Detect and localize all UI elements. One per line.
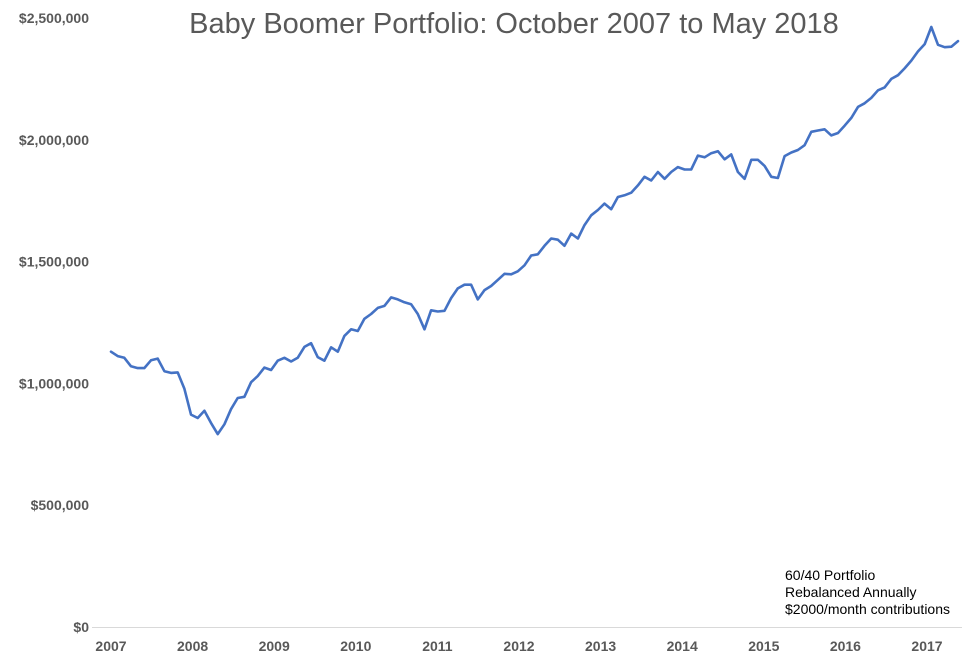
x-tick-label: 2017: [911, 638, 942, 654]
y-tick-label: $500,000: [31, 497, 90, 513]
x-tick-label: 2011: [422, 638, 453, 654]
y-tick-label: $0: [73, 619, 89, 635]
annotation-line-3: $2000/month contributions: [785, 601, 950, 617]
x-tick-label: 2007: [95, 638, 126, 654]
x-tick-label: 2009: [259, 638, 290, 654]
y-tick-label: $1,500,000: [19, 254, 89, 270]
x-tick-label: 2014: [667, 638, 698, 654]
x-tick-label: 2015: [748, 638, 779, 654]
x-tick-label: 2016: [830, 638, 861, 654]
chart-title: Baby Boomer Portfolio: October 2007 to M…: [189, 8, 839, 40]
annotation-note: 60/40 Portfolio Rebalanced Annually $200…: [785, 567, 950, 618]
x-tick-label: 2012: [503, 638, 534, 654]
x-axis: 2007 2008 2009 2010 2011 2012 2013 2014 2015 2016…: [95, 638, 942, 654]
x-tick-label: 2008: [177, 638, 208, 654]
x-tick-label: 2010: [340, 638, 371, 654]
y-axis: $0 $500,000 $1,000,000 $1,500,000 $2,000,000…: [19, 10, 89, 635]
x-tick-label: 2013: [585, 638, 616, 654]
y-tick-label: $2,500,000: [19, 10, 89, 26]
y-tick-label: $1,000,000: [19, 375, 89, 391]
series-layer: [109, 25, 960, 436]
annotation-line-1: 60/40 Portfolio: [785, 567, 876, 583]
y-tick-label: $2,000,000: [19, 132, 89, 148]
series-line: [109, 25, 960, 436]
annotation-line-2: Rebalanced Annually: [785, 584, 917, 600]
